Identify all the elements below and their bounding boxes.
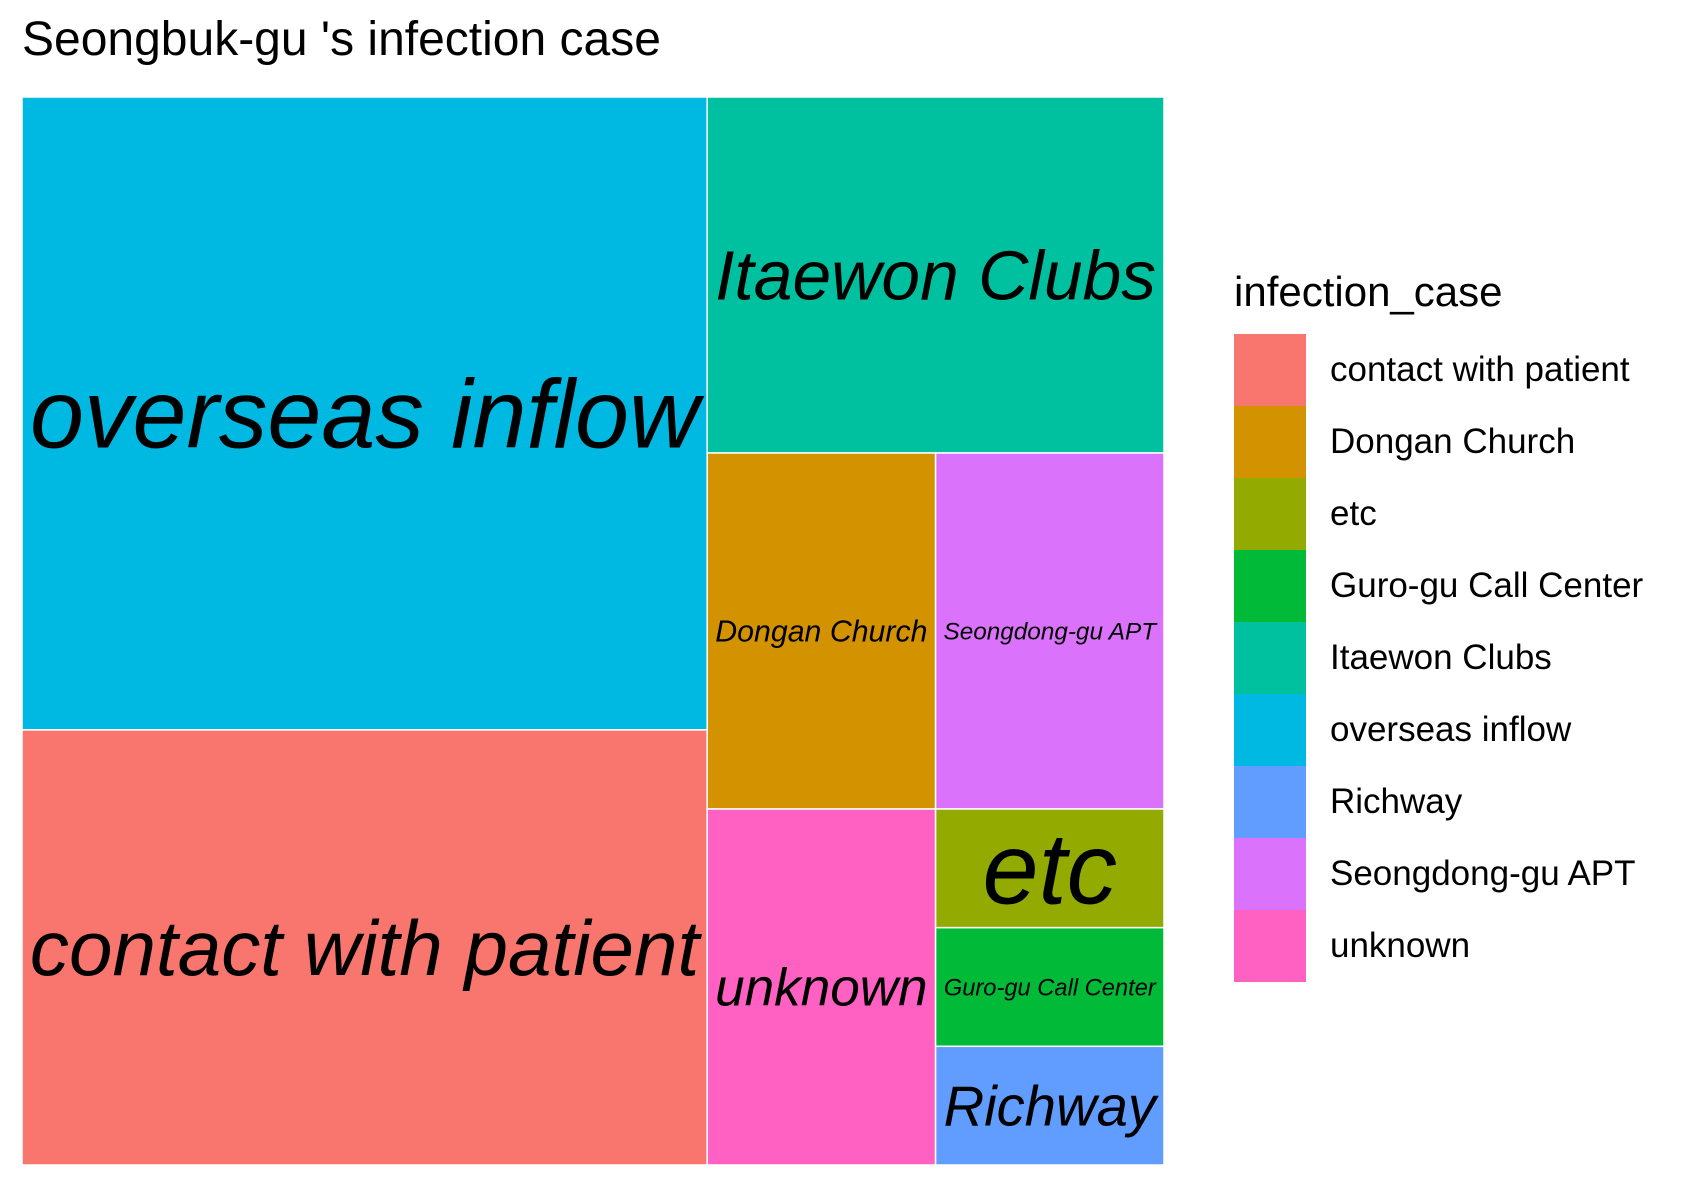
legend-item-richway: Richway [1234,766,1643,838]
legend-swatch-guro-gu-call-center [1234,550,1306,622]
tile-label-overseas-inflow: overseas inflow [30,359,705,468]
legend-item-contact-with-patient: contact with patient [1234,334,1643,406]
legend-item-seongdong-gu-apt: Seongdong-gu APT [1234,838,1643,910]
tile-label-unknown: unknown [715,959,928,1018]
legend-label-richway: Richway [1330,782,1463,821]
tile-overseas-inflow [22,97,708,731]
tile-guro-gu-call-center [934,926,1164,1048]
legend-swatch-contact-with-patient [1234,334,1306,406]
legend-label-dongan-church: Dongan Church [1330,422,1576,461]
legend-item-etc: etc [1234,478,1643,550]
legend-item-unknown: unknown [1234,910,1643,982]
legend-label-itaewon-clubs: Itaewon Clubs [1330,638,1552,677]
legend-swatch-overseas-inflow [1234,694,1306,766]
legend-swatch-seongdong-gu-apt [1234,838,1306,910]
tile-label-etc: etc [983,814,1118,926]
legend-item-guro-gu-call-center: Guro-gu Call Center [1234,550,1643,622]
legend-item-itaewon-clubs: Itaewon Clubs [1234,622,1643,694]
legend-label-overseas-inflow: overseas inflow [1330,710,1572,749]
tile-label-seongdong-gu-apt: Seongdong-gu APT [944,619,1159,646]
legend-swatch-unknown [1234,910,1306,982]
tile-itaewon-clubs [706,97,1164,454]
legend-label-seongdong-gu-apt: Seongdong-gu APT [1330,854,1636,893]
tile-dongan-church [706,452,937,810]
tile-label-guro-gu-call-center: Guro-gu Call Center [944,975,1157,1001]
legend-items: contact with patient Dongan Church etc Guro… [1234,334,1643,982]
tile-etc [934,808,1164,929]
tile-label-dongan-church: Dongan Church [715,616,927,649]
tile-unknown [706,808,937,1165]
tile-label-itaewon-clubs: Itaewon Clubs [715,236,1156,314]
legend-swatch-itaewon-clubs [1234,622,1306,694]
tile-label-contact-with-patient: contact with patient [30,904,703,992]
legend-title: infection_case [1234,268,1503,315]
legend-swatch-dongan-church [1234,406,1306,478]
legend-label-unknown: unknown [1330,926,1471,965]
tile-seongdong-gu-apt [934,452,1164,810]
tile-contact-with-patient [22,729,708,1165]
legend-swatch-richway [1234,766,1306,838]
treemap-plot: overseas inflow contact with patient Itaew… [22,97,1164,1165]
legend: infection_case contact with patient Donga… [1234,268,1643,982]
legend-label-etc: etc [1330,494,1377,533]
legend-label-guro-gu-call-center: Guro-gu Call Center [1330,566,1644,605]
legend-label-contact-with-patient: contact with patient [1330,350,1630,389]
chart-title: Seongbuk-gu 's infection case [22,13,661,66]
tile-label-richway: Richway [944,1074,1159,1137]
legend-item-dongan-church: Dongan Church [1234,406,1643,478]
legend-swatch-etc [1234,478,1306,550]
legend-item-overseas-inflow: overseas inflow [1234,694,1643,766]
